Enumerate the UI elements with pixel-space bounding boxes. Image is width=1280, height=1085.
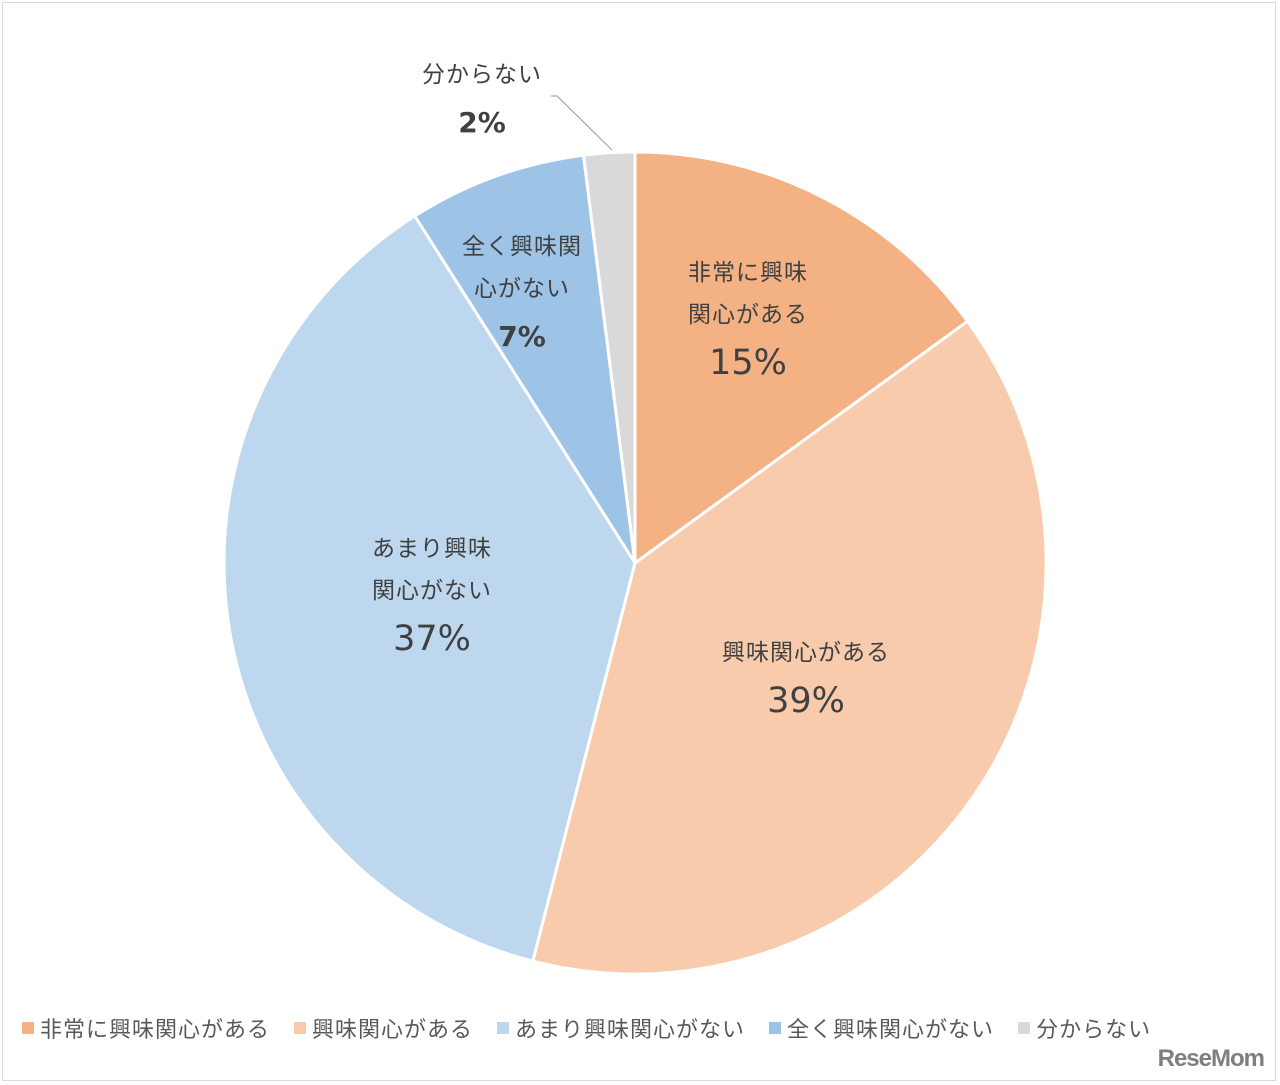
- legend-swatch: [769, 1022, 782, 1034]
- legend-swatch: [1018, 1022, 1031, 1034]
- data-label-dont-know: 分からない 2%: [422, 62, 542, 139]
- legend: 非常に興味関心がある 興味関心がある あまり興味関心がない 全く興味関心がない …: [22, 1012, 1151, 1044]
- slice-not-interested-at-all[interactable]: [413, 153, 637, 565]
- data-label-very-interested: 非常に興味 関心がある 15%: [688, 260, 808, 383]
- data-label-not-very-interested: あまり興味 関心がない 37%: [372, 536, 492, 659]
- resemom-logo: ReseMom: [1157, 1045, 1265, 1072]
- slice-very-interested[interactable]: [633, 150, 969, 565]
- legend-item-interested[interactable]: 興味関心がある: [294, 1012, 473, 1044]
- legend-swatch: [497, 1022, 510, 1034]
- leader-line-dont-know: [551, 95, 613, 151]
- data-label-interested: 興味関心がある 39%: [722, 640, 890, 721]
- slice-dont-know[interactable]: [582, 150, 637, 565]
- legend-swatch: [22, 1022, 34, 1034]
- slice-interested[interactable]: [531, 319, 1048, 976]
- legend-swatch: [294, 1022, 307, 1034]
- legend-item-not-interested-at-all[interactable]: 全く興味関心がない: [769, 1012, 994, 1044]
- data-label-not-interested-at-all: 全く興味関 心がない 7%: [462, 234, 582, 353]
- legend-item-dont-know[interactable]: 分からない: [1018, 1012, 1151, 1044]
- legend-item-very-interested[interactable]: 非常に興味関心がある: [22, 1012, 270, 1044]
- legend-item-not-very-interested[interactable]: あまり興味関心がない: [497, 1012, 745, 1044]
